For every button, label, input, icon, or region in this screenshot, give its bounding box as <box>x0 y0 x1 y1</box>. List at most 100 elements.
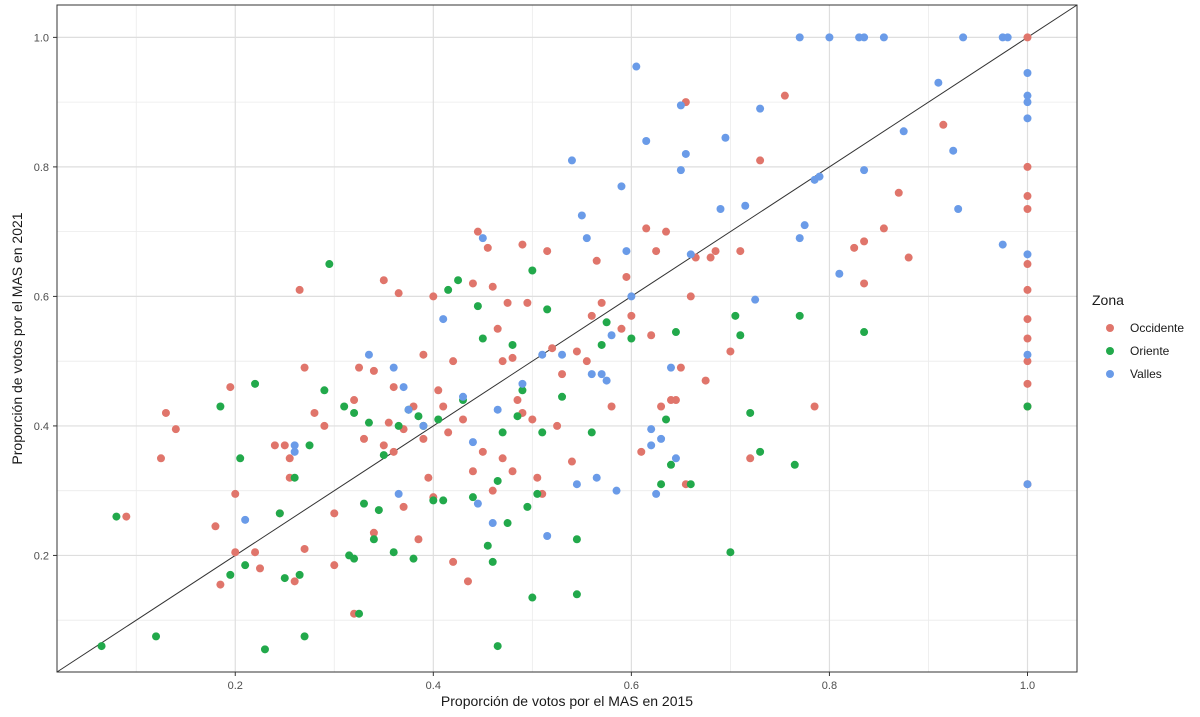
legend-swatch <box>1106 347 1114 355</box>
data-point <box>468 438 477 447</box>
data-point <box>706 253 715 262</box>
data-point <box>731 311 740 320</box>
data-point <box>1023 350 1032 359</box>
data-point <box>627 292 636 301</box>
data-point <box>275 509 284 518</box>
data-point <box>879 33 888 42</box>
data-point <box>285 454 294 463</box>
data-point <box>642 224 651 233</box>
data-point <box>716 204 725 213</box>
data-point <box>359 499 368 508</box>
data-point <box>513 412 522 421</box>
data-point <box>647 441 656 450</box>
data-point <box>216 580 225 589</box>
x-tick-label: 1.0 <box>1020 680 1035 692</box>
data-point <box>290 577 299 586</box>
data-point <box>647 425 656 434</box>
data-point <box>632 62 641 71</box>
x-tick-label: 0.8 <box>822 680 837 692</box>
data-point <box>493 476 502 485</box>
data-point <box>478 234 487 243</box>
legend-item-occidente: Occidente <box>1106 321 1184 335</box>
data-point <box>686 292 695 301</box>
data-point <box>305 441 314 450</box>
y-tick-label: 0.2 <box>34 550 49 562</box>
data-point <box>587 428 596 437</box>
data-point <box>607 331 616 340</box>
data-point <box>488 557 497 566</box>
x-axis-title: Proporción de votos por el MAS en 2015 <box>441 693 693 709</box>
data-point <box>602 318 611 327</box>
data-point <box>810 402 819 411</box>
data-point <box>409 554 418 563</box>
data-point <box>597 370 606 379</box>
data-point <box>676 363 685 372</box>
data-point <box>280 574 289 583</box>
data-point <box>350 554 359 563</box>
data-point <box>553 421 562 430</box>
data-point <box>746 454 755 463</box>
data-point <box>676 101 685 110</box>
data-point <box>260 645 269 654</box>
data-point <box>592 256 601 265</box>
data-point <box>1023 250 1032 259</box>
data-point <box>652 247 661 256</box>
y-tick-label: 1.0 <box>34 32 49 44</box>
legend-label: Valles <box>1130 367 1162 381</box>
data-point <box>657 480 666 489</box>
data-point <box>587 370 596 379</box>
data-point <box>444 428 453 437</box>
data-point <box>657 434 666 443</box>
data-point <box>325 260 334 269</box>
data-point <box>518 240 527 249</box>
data-point <box>835 269 844 278</box>
data-point <box>899 127 908 136</box>
data-point <box>860 33 869 42</box>
data-point <box>518 386 527 395</box>
data-point <box>736 247 745 256</box>
y-tick-label: 0.8 <box>34 162 49 174</box>
data-point <box>399 502 408 511</box>
data-point <box>389 383 398 392</box>
data-point <box>498 357 507 366</box>
data-point <box>355 363 364 372</box>
data-point <box>528 593 537 602</box>
data-point <box>597 298 606 307</box>
data-point <box>434 415 443 424</box>
data-point <box>1023 91 1032 100</box>
data-point <box>998 240 1007 249</box>
data-point <box>572 590 581 599</box>
data-point <box>790 460 799 469</box>
data-point <box>1023 285 1032 294</box>
data-point <box>211 522 220 531</box>
data-point <box>216 402 225 411</box>
data-point <box>523 502 532 511</box>
data-point <box>572 535 581 544</box>
data-point <box>404 405 413 414</box>
data-point <box>295 570 304 579</box>
data-point <box>567 156 576 165</box>
data-point <box>1023 315 1032 324</box>
data-point <box>523 298 532 307</box>
data-point <box>419 421 428 430</box>
data-point <box>389 363 398 372</box>
data-point <box>384 418 393 427</box>
data-point <box>300 632 309 641</box>
data-point <box>934 78 943 87</box>
data-point <box>97 642 106 651</box>
data-point <box>508 340 517 349</box>
data-point <box>518 379 527 388</box>
data-point <box>241 515 250 524</box>
plot-panel-border <box>56 4 1078 673</box>
data-point <box>701 376 710 385</box>
data-point <box>112 512 121 521</box>
data-point <box>483 541 492 550</box>
data-point <box>622 247 631 256</box>
data-point <box>498 428 507 437</box>
data-point <box>503 298 512 307</box>
data-point <box>879 224 888 233</box>
data-point <box>473 227 482 236</box>
data-point <box>364 350 373 359</box>
data-point <box>860 237 869 246</box>
